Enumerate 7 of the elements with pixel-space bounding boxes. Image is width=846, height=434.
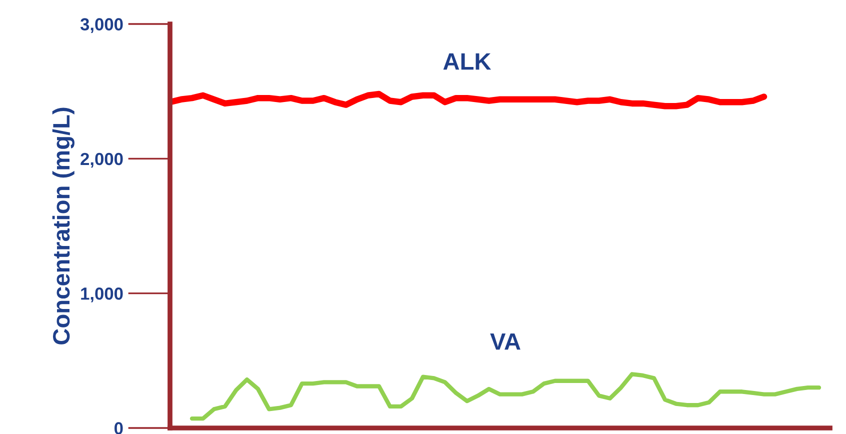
- series-label: VA: [490, 333, 520, 350]
- y-tick-label: 3,000: [80, 18, 123, 33]
- y-tick-label: 1,000: [81, 288, 123, 302]
- y-axis-title: Concentration (mg/L): [52, 108, 74, 344]
- series-label: ALK: [443, 53, 492, 70]
- y-tick-label: 2,000: [80, 152, 123, 168]
- y-tick-label: 0: [114, 422, 123, 434]
